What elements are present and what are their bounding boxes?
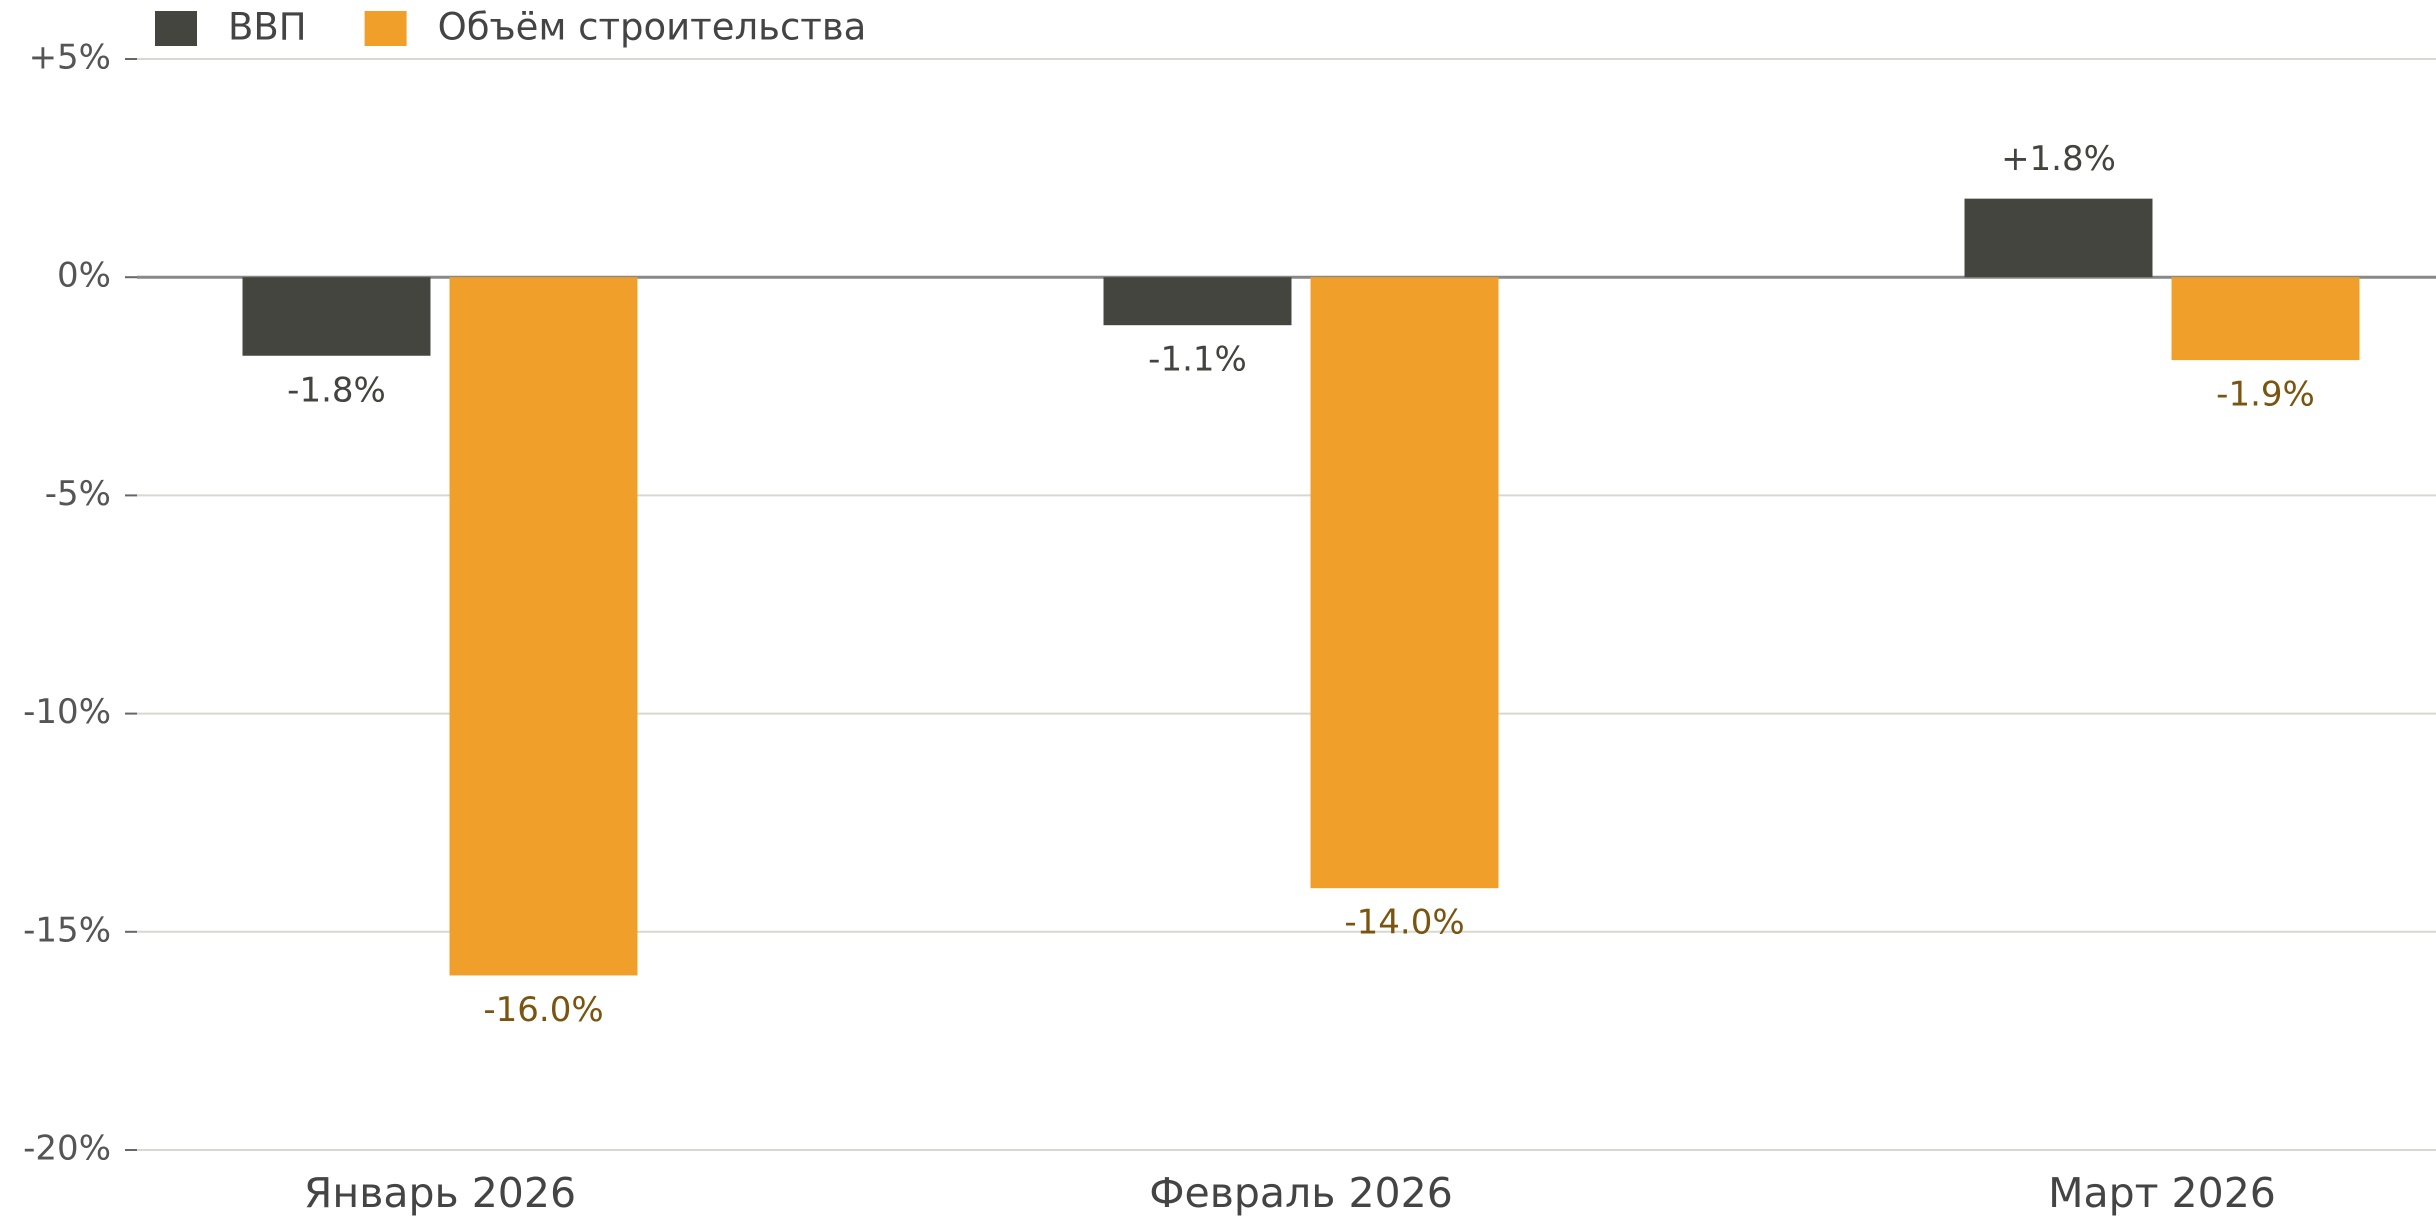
bar bbox=[1103, 277, 1292, 326]
x-tick-label: Февраль 2026 bbox=[1149, 1169, 1453, 1217]
y-tick-label: -15% bbox=[23, 910, 111, 950]
data-label: -1.1% bbox=[1148, 340, 1247, 380]
legend-swatch bbox=[155, 11, 197, 46]
y-tick-label: +5% bbox=[29, 38, 111, 78]
y-tick-label: 0% bbox=[57, 256, 111, 296]
bar bbox=[1310, 277, 1499, 889]
legend-label: Объём строительства bbox=[438, 6, 867, 49]
data-label: -16.0% bbox=[483, 990, 603, 1030]
bar bbox=[242, 277, 431, 356]
x-tick-label: Март 2026 bbox=[2048, 1169, 2276, 1217]
bar bbox=[1964, 198, 2153, 278]
x-tick-label: Январь 2026 bbox=[304, 1169, 576, 1217]
data-label: -14.0% bbox=[1344, 903, 1464, 943]
data-label: -1.9% bbox=[2216, 375, 2315, 415]
legend-label: ВВП bbox=[228, 6, 307, 49]
y-tick-label: -5% bbox=[45, 474, 111, 514]
legend-swatch bbox=[364, 11, 407, 46]
y-tick-label: -10% bbox=[23, 692, 111, 732]
data-label: -1.8% bbox=[287, 370, 386, 410]
bar bbox=[2171, 277, 2360, 361]
y-tick-label: -20% bbox=[23, 1129, 111, 1169]
bar bbox=[449, 277, 638, 976]
data-label: +1.8% bbox=[2001, 139, 2116, 179]
